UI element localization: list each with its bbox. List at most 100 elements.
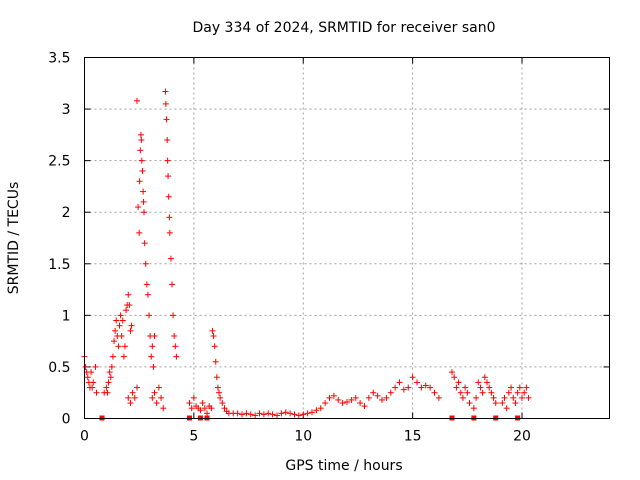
data-point: [505, 389, 512, 396]
data-point: [139, 167, 146, 174]
data-point: [165, 173, 172, 180]
data-point: [121, 343, 128, 350]
y-tick-label: 3: [62, 102, 71, 118]
data-point: [141, 240, 148, 247]
data-point: [208, 405, 215, 412]
data-point: [129, 389, 136, 396]
data-point: [109, 353, 116, 360]
data-point: [451, 374, 458, 381]
data-point: [217, 394, 224, 401]
data-point: [127, 327, 134, 334]
data-points: [81, 88, 532, 421]
data-point: [470, 405, 477, 412]
data-point: [148, 353, 155, 360]
data-point: [466, 400, 473, 407]
data-point: [481, 374, 488, 381]
data-point: [150, 363, 157, 370]
data-point: [136, 229, 143, 236]
data-point: [418, 384, 425, 391]
data-point: [151, 332, 158, 339]
y-tick-label: 0.5: [48, 360, 70, 376]
data-point: [138, 137, 145, 144]
data-point: [186, 400, 193, 407]
data-point: [163, 116, 170, 123]
data-point: [136, 178, 143, 185]
data-point: [188, 405, 195, 412]
data-point: [108, 363, 115, 370]
data-point: [274, 412, 280, 419]
data-point: [104, 389, 111, 396]
data-point: [93, 389, 100, 396]
data-point: [234, 410, 241, 417]
data-point: [153, 400, 160, 407]
data-point: [216, 389, 223, 396]
data-point: [512, 400, 519, 407]
x-axis-label: GPS time / hours: [285, 458, 402, 474]
y-tick-label: 0: [62, 412, 71, 428]
y-tick-label: 1.5: [48, 257, 70, 273]
data-point: [475, 379, 482, 386]
data-point: [348, 396, 355, 403]
data-point: [365, 394, 372, 401]
data-point: [400, 386, 407, 393]
data-point: [477, 384, 484, 391]
data-point: [291, 411, 298, 418]
x-tick-label: 0: [80, 429, 89, 445]
data-point: [149, 394, 156, 401]
data-point: [89, 384, 96, 391]
data-point: [221, 405, 228, 412]
data-point: [140, 188, 147, 195]
data-point: [396, 379, 403, 386]
data-point: [105, 379, 112, 386]
data-point: [330, 392, 337, 399]
data-point: [213, 374, 220, 381]
data-point: [344, 398, 350, 405]
data-point: [127, 400, 134, 407]
data-point: [309, 409, 315, 416]
data-point: [209, 327, 216, 334]
data-point: [525, 394, 532, 401]
data-point: [313, 407, 320, 414]
data-point: [335, 396, 342, 403]
data-point: [162, 100, 169, 107]
data-point: [449, 369, 455, 376]
data-point: [210, 332, 217, 339]
data-point: [103, 384, 110, 391]
data-point: [514, 389, 521, 396]
data-point: [214, 384, 221, 391]
data-point: [392, 384, 399, 391]
data-point: [300, 411, 307, 418]
chart-title: Day 334 of 2024, SRMTID for receiver san…: [192, 20, 495, 36]
data-point: [170, 312, 177, 319]
data-point: [295, 412, 302, 419]
data-point: [278, 410, 285, 417]
data-point: [82, 363, 89, 370]
data-point: [239, 411, 245, 418]
data-point: [135, 204, 142, 211]
data-point: [383, 394, 390, 401]
data-point: [508, 384, 515, 391]
data-point: [490, 394, 497, 401]
data-point: [243, 410, 250, 417]
data-point: [370, 389, 377, 396]
data-point: [158, 394, 165, 401]
data-point: [137, 147, 144, 154]
data-point: [204, 410, 210, 417]
data-point: [455, 379, 462, 386]
data-point: [322, 400, 329, 407]
data-point: [118, 332, 125, 339]
data-point: [473, 394, 480, 401]
data-point: [282, 409, 289, 416]
data-point: [269, 411, 276, 418]
data-point: [116, 322, 123, 329]
data-point: [113, 317, 120, 324]
data-point: [361, 403, 368, 410]
data-point: [166, 229, 173, 236]
data-point: [106, 369, 113, 376]
data-point: [519, 394, 525, 401]
data-point: [265, 410, 272, 417]
data-point: [119, 317, 126, 324]
data-point: [165, 193, 172, 200]
data-point: [134, 97, 140, 104]
x-tick-label: 15: [404, 429, 422, 445]
